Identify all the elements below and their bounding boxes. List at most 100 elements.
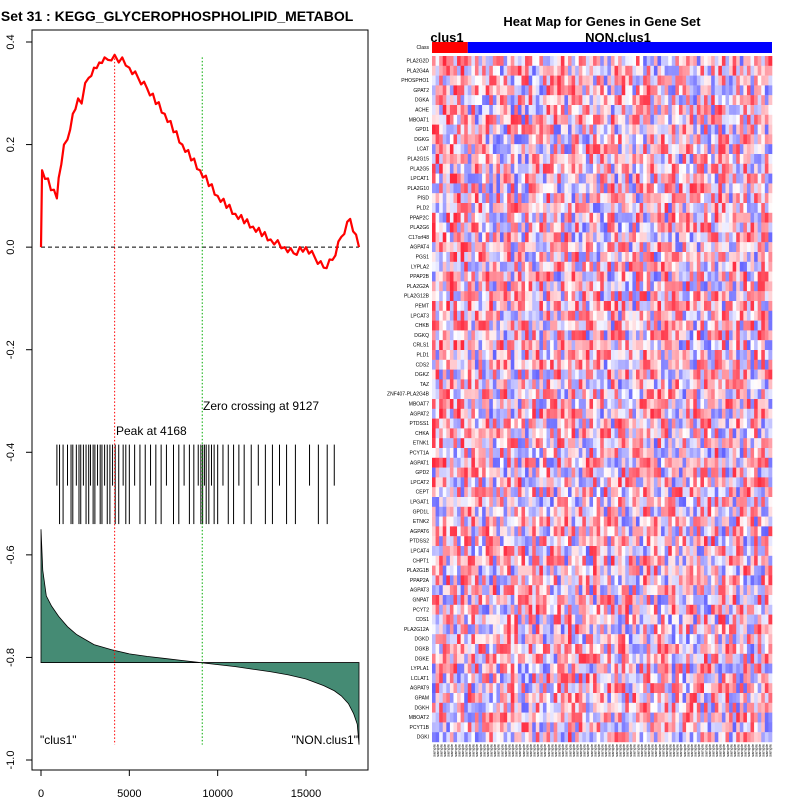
heatmap-cell (532, 193, 537, 204)
heatmap-cell (464, 85, 469, 96)
heatmap-cell (478, 144, 483, 155)
heatmap-cell (764, 134, 769, 145)
heatmap-cell (650, 526, 655, 537)
heatmap-cell (467, 418, 472, 429)
heatmap-cell (743, 95, 748, 106)
heatmap-cell (704, 428, 708, 439)
heatmap-cell (553, 193, 558, 204)
heatmap-cell (464, 467, 469, 478)
heatmap-cell (542, 526, 547, 537)
heatmap-cell (643, 75, 648, 86)
heatmap-cell (725, 506, 730, 517)
heatmap-cell (682, 487, 687, 498)
heatmap-cell (553, 399, 558, 409)
heatmap-cell (517, 144, 522, 155)
heatmap-cell (593, 330, 597, 341)
heatmap-cell (517, 154, 522, 164)
heatmap-cell (600, 408, 605, 419)
heatmap-cell (682, 203, 687, 213)
heatmap-cell (668, 497, 673, 507)
heatmap-cell (625, 291, 630, 302)
heatmap-cell (689, 310, 694, 321)
y-tick-label: -1.0 (5, 751, 17, 770)
heatmap-cell (510, 408, 515, 419)
heatmap-cell (736, 252, 741, 262)
heatmap-cell (507, 105, 512, 115)
heatmap-cell (739, 144, 744, 155)
heatmap-cell (482, 261, 486, 272)
heatmap-cell (485, 291, 490, 302)
heatmap-cell (542, 144, 547, 155)
heatmap-cell (729, 212, 733, 223)
heatmap-cell (457, 222, 461, 233)
heatmap-cell (743, 399, 748, 409)
heatmap-cell (478, 193, 483, 204)
heatmap-cell (736, 163, 741, 174)
heatmap-cell (732, 65, 737, 76)
heatmap-cell (464, 252, 469, 262)
heatmap-cell (528, 163, 533, 174)
heatmap-cell (675, 232, 680, 243)
heatmap-cell (564, 506, 569, 517)
heatmap-cell (478, 261, 483, 272)
heatmap-cell (653, 516, 658, 527)
heatmap-cell (593, 320, 597, 331)
heatmap-cell (607, 310, 612, 321)
heatmap-cell (550, 95, 554, 106)
heatmap-cell (714, 173, 719, 184)
heatmap-cell (739, 320, 744, 331)
heatmap-cell (678, 350, 683, 360)
heatmap-cell (682, 379, 687, 390)
heatmap-cell (661, 359, 665, 370)
heatmap-cell (646, 173, 651, 184)
heatmap-cell (575, 252, 580, 262)
heatmap-cell (625, 134, 630, 145)
heatmap-cell (485, 134, 490, 145)
heatmap-cell (582, 65, 587, 76)
heatmap-cell (593, 65, 597, 76)
heatmap-cell (643, 389, 648, 400)
heatmap-cell (510, 477, 515, 488)
heatmap-cell (532, 526, 537, 537)
heatmap-cell (729, 95, 733, 106)
heatmap-cell (689, 281, 694, 292)
heatmap-cell (632, 546, 637, 556)
heatmap-cell (743, 242, 748, 253)
heatmap-cell (435, 134, 440, 145)
heatmap-cell (618, 124, 622, 135)
heatmap-cell (439, 506, 444, 517)
heatmap-cell (646, 526, 651, 537)
heatmap-cell (689, 536, 694, 547)
heatmap-cell (564, 252, 569, 262)
heatmap-cell (521, 408, 526, 419)
heatmap-cell (768, 124, 773, 135)
heatmap-cell (442, 124, 447, 135)
heatmap-cell (614, 281, 619, 292)
heatmap-cell (557, 526, 562, 537)
heatmap-cell (532, 330, 537, 341)
heatmap-cell (657, 163, 662, 174)
heatmap-cell (596, 340, 601, 351)
heatmap-cell (492, 399, 497, 409)
heatmap-cell (625, 222, 630, 233)
heatmap-cell (589, 516, 594, 527)
heatmap-cell (514, 438, 519, 449)
heatmap-cell (689, 399, 694, 409)
heatmap-cell (485, 56, 490, 66)
heatmap-cell (732, 95, 737, 106)
heatmap-cell (643, 448, 648, 458)
heatmap-cell (532, 379, 537, 390)
heatmap-cell (542, 487, 547, 498)
heatmap-cell (657, 516, 662, 527)
heatmap-cell (636, 114, 640, 125)
heatmap-cell (686, 124, 690, 135)
heatmap-cell (557, 330, 562, 341)
heatmap-cell (689, 497, 694, 507)
heatmap-cell (492, 242, 497, 253)
heatmap-cell (496, 330, 501, 341)
class1-annotation: "clus1" (40, 733, 77, 747)
heatmap-cell (671, 399, 676, 409)
heatmap-cell (664, 340, 669, 351)
heatmap-cell (678, 203, 683, 213)
